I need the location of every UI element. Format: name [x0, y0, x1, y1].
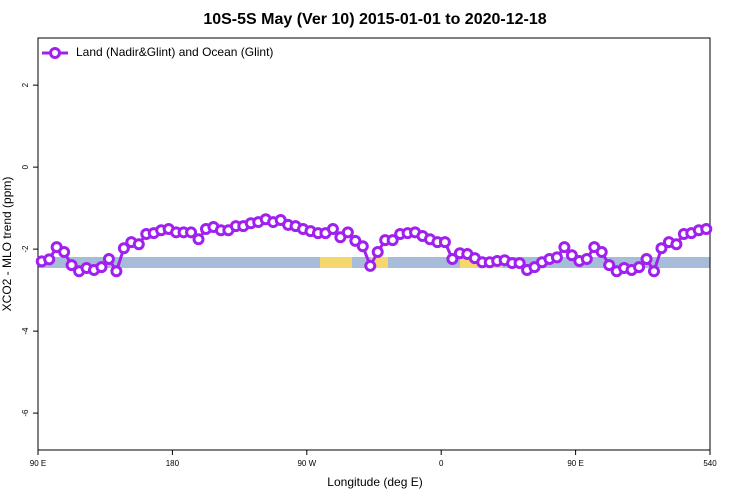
- data-point: [341, 226, 354, 239]
- y-tick-label: -2: [21, 245, 30, 253]
- y-tick-label: 0: [21, 164, 30, 169]
- data-point: [192, 233, 205, 246]
- land-band: [320, 257, 352, 268]
- data-point: [386, 234, 399, 247]
- data-point: [655, 242, 668, 255]
- data-point: [102, 252, 115, 265]
- x-tick-label: 0: [439, 459, 444, 468]
- data-point: [438, 236, 451, 249]
- x-tick-label: 90 W: [297, 459, 316, 468]
- chart-title: 10S-5S May (Ver 10) 2015-01-01 to 2020-1…: [203, 11, 546, 28]
- data-point: [117, 242, 130, 255]
- legend-label: Land (Nadir&Glint) and Ocean (Glint): [76, 45, 273, 59]
- data-point: [95, 261, 108, 274]
- data-point: [595, 245, 608, 258]
- data-point: [633, 261, 646, 274]
- data-point: [349, 234, 362, 247]
- data-point: [65, 259, 78, 272]
- x-axis-label: Longitude (deg E): [327, 475, 422, 489]
- data-point: [364, 259, 377, 272]
- data-point: [603, 259, 616, 272]
- data-point: [326, 223, 339, 236]
- data-point: [110, 265, 123, 278]
- x-tick-label: 90 E: [567, 459, 583, 468]
- data-point: [558, 241, 571, 254]
- data-point: [513, 257, 526, 270]
- data-point: [132, 238, 145, 251]
- data-point: [43, 253, 56, 266]
- x-tick-label: 180: [166, 459, 180, 468]
- data-point: [446, 252, 459, 265]
- x-tick-label: 90 E: [30, 459, 46, 468]
- land-band: [371, 257, 388, 268]
- y-tick-label: -6: [21, 409, 30, 417]
- y-axis-label: XCO2 - MLO trend (ppm): [0, 177, 14, 312]
- data-point: [648, 265, 660, 278]
- legend-marker: [49, 47, 61, 59]
- y-tick-label: -4: [21, 327, 30, 335]
- data-point: [670, 238, 683, 251]
- data-point: [58, 245, 71, 258]
- data-point: [371, 245, 384, 258]
- data-point: [565, 249, 578, 262]
- data-point: [185, 226, 198, 239]
- data-point: [550, 251, 563, 264]
- x-tick-label: 540: [703, 459, 717, 468]
- data-point: [580, 252, 593, 265]
- plot-frame: [37, 37, 711, 451]
- data-point: [640, 252, 653, 265]
- y-tick-label: 2: [21, 82, 30, 87]
- data-point: [356, 240, 369, 253]
- data-point: [700, 223, 713, 236]
